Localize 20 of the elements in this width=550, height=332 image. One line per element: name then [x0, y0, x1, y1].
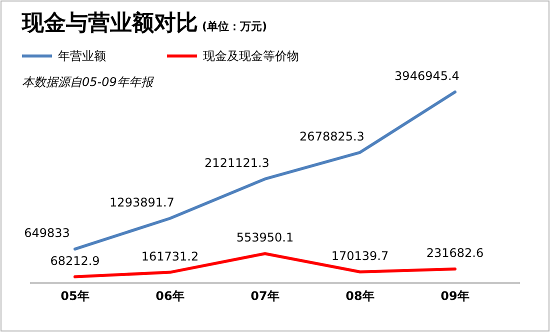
x-tick-label: 08年 — [346, 289, 374, 303]
data-label: 649833 — [24, 226, 70, 240]
x-tick-label: 05年 — [60, 289, 90, 303]
x-tick-label: 07年 — [250, 289, 280, 303]
data-label: 68212.9 — [50, 254, 100, 268]
chart-subtitle: (单位：万元) — [202, 20, 268, 33]
data-label: 161731.2 — [141, 249, 199, 264]
data-label: 1293891.7 — [110, 195, 174, 210]
data-label: 3946945.4 — [394, 69, 460, 83]
x-tick-label: 06年 — [156, 289, 184, 303]
data-label: 2121121.3 — [204, 156, 270, 170]
text: 本数据源自05-09年年报 — [22, 75, 154, 89]
data-label: 170139.7 — [331, 248, 389, 263]
data-label: 2678825.3 — [300, 129, 364, 144]
chart-title: 现金与营业额对比 — [22, 11, 198, 36]
legend-label: 年营业额 — [58, 49, 106, 63]
data-label: 231682.6 — [426, 246, 484, 260]
data-label: 553950.1 — [236, 230, 294, 245]
legend-label: 现金及现金等价物 — [203, 49, 299, 63]
x-tick-label: 09年 — [440, 289, 470, 303]
